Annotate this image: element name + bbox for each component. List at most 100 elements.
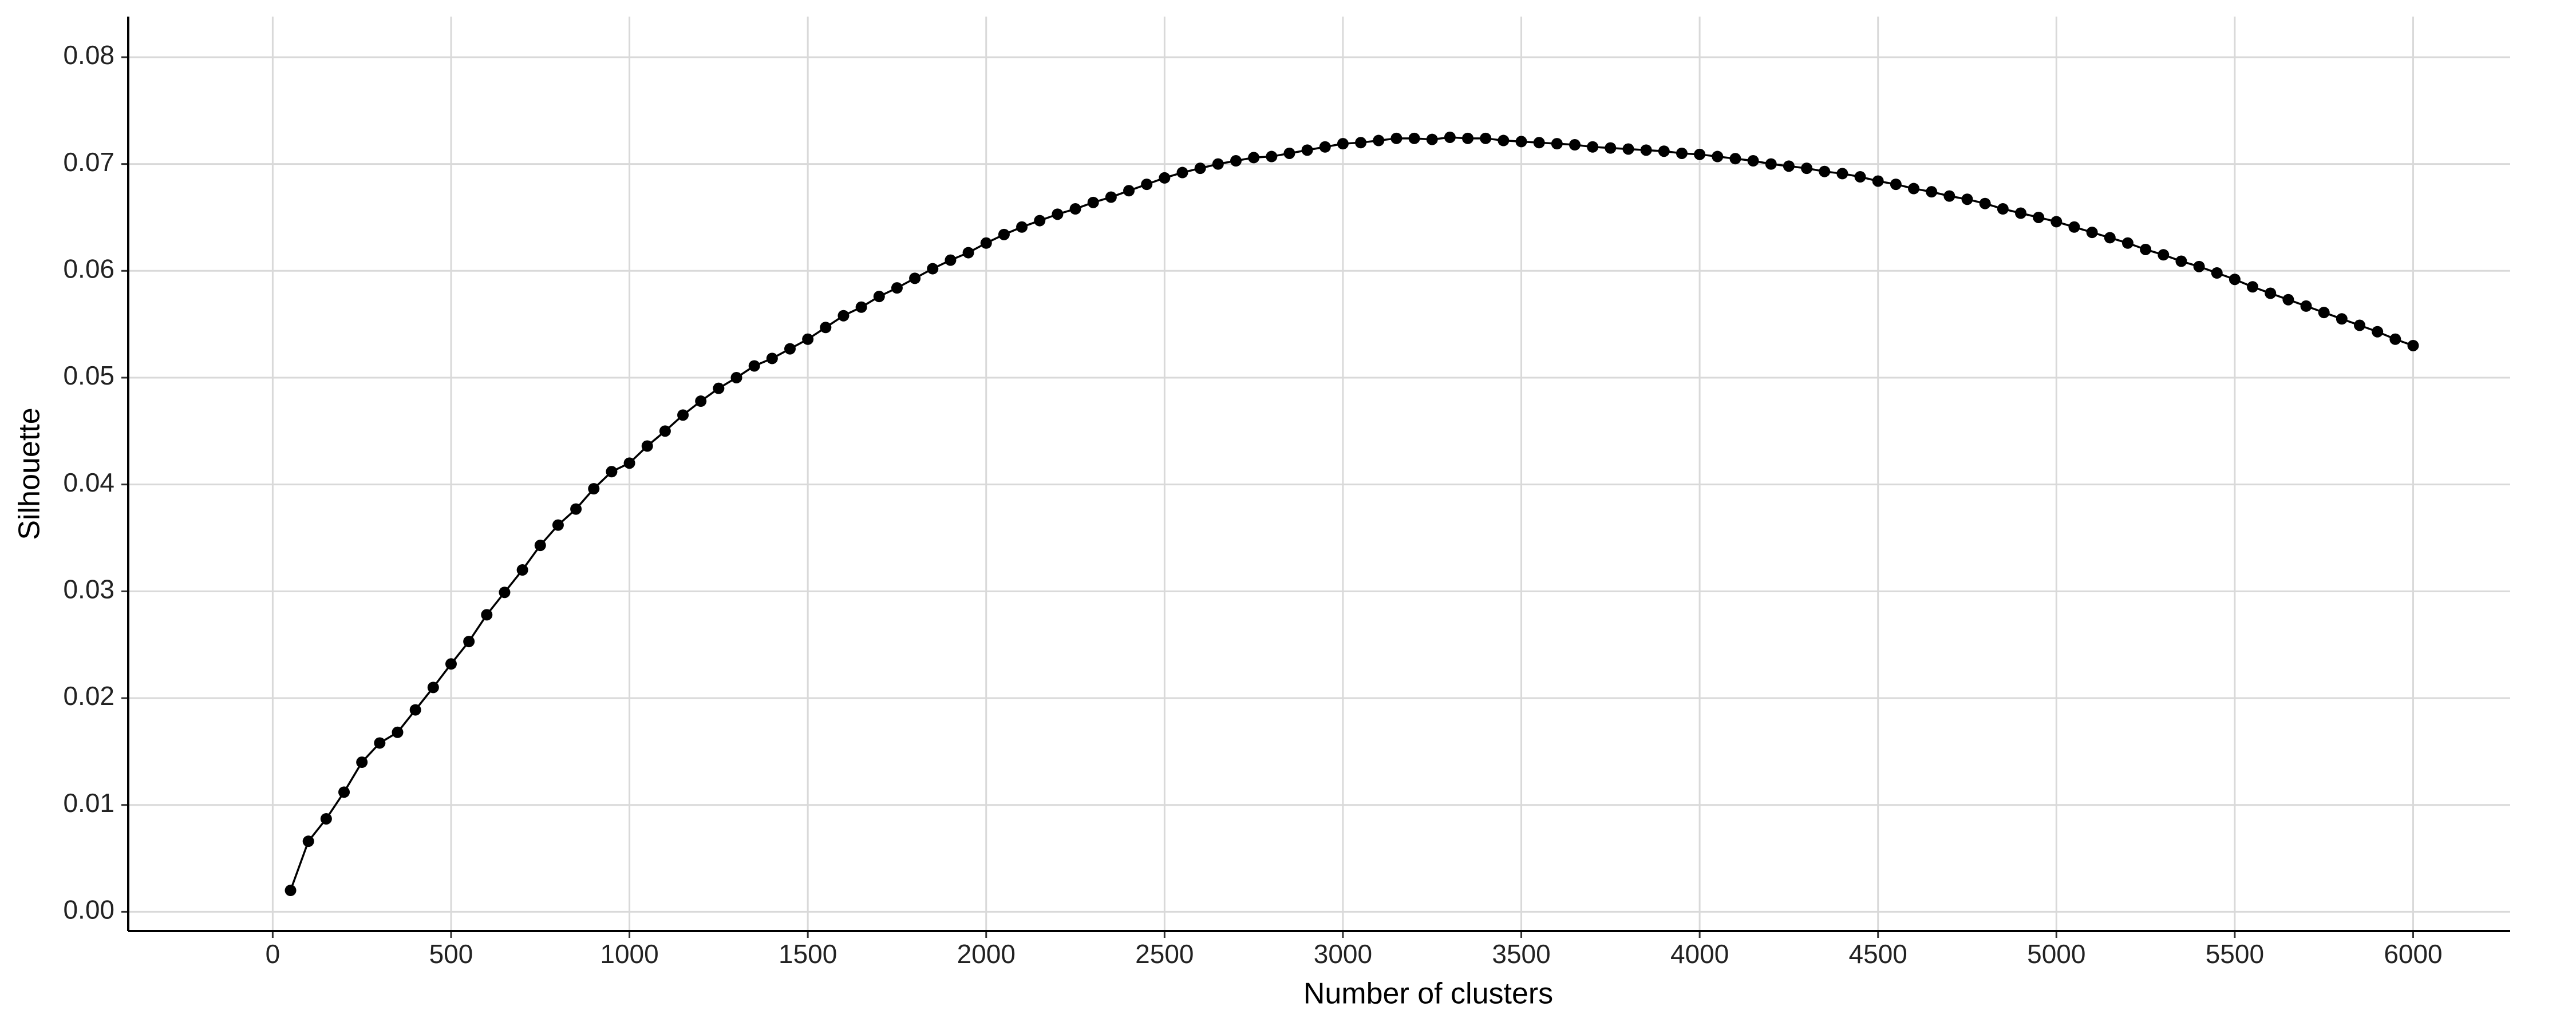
point [1230,155,1242,167]
point [1319,141,1331,153]
point [677,409,689,421]
point [534,540,546,552]
point [784,343,796,355]
point [2104,232,2116,244]
point [1426,133,1438,145]
x-tick-label: 0 [266,939,280,969]
point [2158,249,2170,261]
point [980,237,992,249]
point [427,682,439,694]
point [2336,313,2348,325]
point [891,282,903,294]
point [1462,132,1474,144]
point [1087,196,1099,208]
point [2211,267,2223,279]
point [1801,163,1813,175]
point [2175,255,2187,267]
point [392,726,404,738]
point [285,885,297,897]
point [2033,211,2045,223]
point [1836,168,1848,180]
point [1979,197,1991,209]
point [2372,326,2384,338]
y-tick-label: 0.05 [63,360,114,390]
y-tick-label: 0.04 [63,468,114,497]
point [2265,287,2277,299]
point [338,786,350,798]
point [606,466,618,478]
point [2014,207,2026,219]
point [1248,152,1260,164]
point [1729,153,1741,165]
point [1480,132,1492,144]
point [1890,179,1902,191]
point [481,609,493,621]
point [1961,193,1973,205]
point [909,272,921,284]
point [1765,158,1777,170]
x-tick-label: 500 [429,939,473,969]
point [766,352,778,365]
point [1819,165,1831,177]
point [302,835,314,847]
point [641,440,653,452]
point [409,704,421,716]
point [1194,163,1206,175]
point [463,636,475,648]
x-tick-label: 3000 [1314,939,1372,969]
point [837,310,850,322]
y-tick-label: 0.00 [63,895,114,925]
x-tick-label: 2000 [957,939,1016,969]
point [445,658,457,670]
point [2140,243,2152,255]
point [1926,186,1938,198]
point [2050,216,2063,228]
point [374,737,386,749]
point [2407,339,2419,351]
point [516,564,528,576]
point [1587,141,1599,153]
point [2086,227,2098,239]
point [1159,172,1171,184]
x-tick-label: 4000 [1670,939,1729,969]
point [945,254,957,266]
point [1034,215,1046,227]
point [1676,147,1688,159]
y-tick-label: 0.08 [63,40,114,70]
point [659,425,671,437]
point [1712,150,1724,163]
x-tick-label: 5000 [2027,939,2085,969]
point [2247,281,2259,293]
point [1694,148,1706,160]
point [927,263,939,275]
point [1444,131,1456,143]
point [1872,175,1884,187]
point [1747,155,1759,167]
point [1373,134,1385,146]
x-tick-label: 6000 [2384,939,2442,969]
point [1498,134,1510,146]
point [1783,160,1795,172]
point [998,228,1010,240]
point [1390,132,1402,144]
y-tick-label: 0.07 [63,147,114,177]
point [2354,319,2366,331]
point [2282,294,2294,306]
point [1141,179,1153,191]
point [1569,139,1581,151]
point [1283,147,1295,159]
point [1337,138,1349,150]
point [1658,145,1670,157]
point [1176,167,1188,179]
point [2068,221,2080,233]
point [1408,132,1420,144]
point [320,813,332,825]
x-axis-title: Number of clusters [1303,977,1553,1011]
point [356,756,368,768]
point [499,587,511,599]
point [570,503,582,515]
x-tick-label: 2500 [1135,939,1194,969]
point [748,360,760,372]
point [1123,185,1135,197]
